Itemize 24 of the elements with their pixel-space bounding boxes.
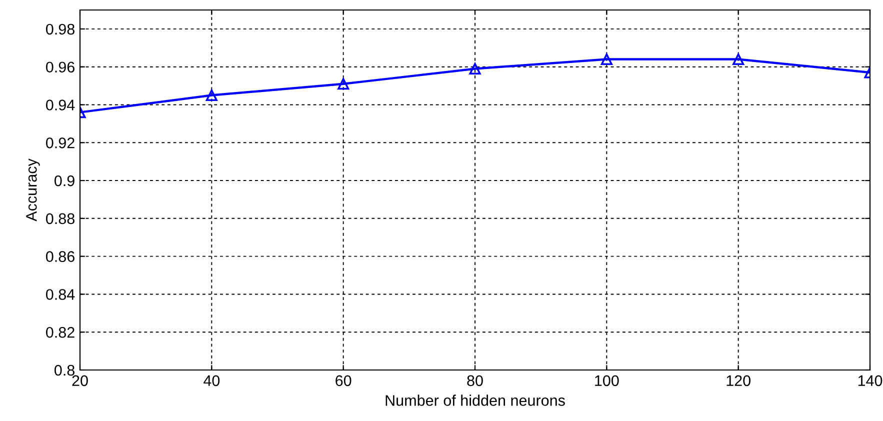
x-tick-label: 40 bbox=[204, 375, 220, 386]
x-axis-title: Number of hidden neurons bbox=[386, 394, 565, 406]
point bbox=[600, 53, 612, 66]
y-tick-label: 0.84 bbox=[46, 289, 75, 300]
point bbox=[732, 53, 744, 66]
y-tick-label: 0.82 bbox=[46, 326, 74, 338]
y-tick-label: 0.94 bbox=[46, 100, 75, 110]
x-tick-label: 100 bbox=[595, 375, 619, 386]
y-tick-label: 0.88 bbox=[46, 213, 74, 224]
x-tick-label: 20 bbox=[72, 375, 88, 386]
y-axis-title: Accuracy bbox=[26, 158, 40, 222]
point bbox=[469, 62, 481, 75]
y-tick-label: 0.8 bbox=[54, 364, 74, 376]
point bbox=[206, 89, 218, 102]
y-tick-label: 0.86 bbox=[46, 251, 74, 262]
y-tick-label: 0.98 bbox=[46, 24, 74, 35]
y-tick-label: 0.9 bbox=[54, 175, 74, 186]
x-tick-label: 80 bbox=[467, 375, 483, 386]
y-tick-label: 0.96 bbox=[46, 62, 74, 73]
x-tick-label: 140 bbox=[858, 375, 882, 386]
x-tick-label: 120 bbox=[726, 375, 750, 386]
point bbox=[338, 78, 350, 90]
x-tick-label: 60 bbox=[336, 375, 352, 386]
y-tick-label: 0.92 bbox=[46, 138, 74, 148]
